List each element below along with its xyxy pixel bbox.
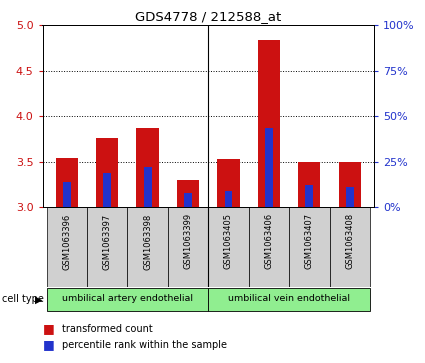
Text: ■: ■ [42, 322, 54, 335]
Text: ▶: ▶ [35, 294, 42, 305]
Text: GSM1063398: GSM1063398 [143, 213, 152, 270]
Bar [346, 187, 354, 207]
Bar [289, 207, 329, 287]
Bar [144, 167, 151, 207]
Bar [208, 288, 370, 311]
Text: transformed count: transformed count [62, 323, 153, 334]
Bar [96, 138, 118, 207]
Bar [47, 288, 208, 311]
Bar [128, 207, 168, 287]
Text: GSM1063407: GSM1063407 [305, 213, 314, 269]
Bar [306, 185, 313, 207]
Bar [329, 207, 370, 287]
Text: umbilical vein endothelial: umbilical vein endothelial [228, 294, 350, 303]
Text: ■: ■ [42, 338, 54, 351]
Bar [47, 207, 87, 287]
Bar [168, 207, 208, 287]
Bar [217, 159, 240, 207]
Bar [184, 193, 192, 207]
Text: umbilical artery endothelial: umbilical artery endothelial [62, 294, 193, 303]
Bar [208, 207, 249, 287]
Text: GSM1063405: GSM1063405 [224, 213, 233, 269]
Text: GSM1063399: GSM1063399 [184, 213, 193, 269]
Bar [63, 182, 71, 207]
Bar [177, 180, 199, 207]
Bar [103, 173, 111, 207]
Text: GSM1063408: GSM1063408 [345, 213, 354, 269]
Bar [56, 158, 78, 207]
Text: GSM1063406: GSM1063406 [264, 213, 273, 269]
Text: cell type: cell type [2, 294, 44, 305]
Bar [224, 191, 232, 207]
Bar [249, 207, 289, 287]
Bar [339, 162, 361, 207]
Bar [265, 128, 273, 207]
Title: GDS4778 / 212588_at: GDS4778 / 212588_at [135, 10, 281, 23]
Text: GSM1063396: GSM1063396 [62, 213, 71, 270]
Text: percentile rank within the sample: percentile rank within the sample [62, 340, 227, 350]
Text: GSM1063397: GSM1063397 [103, 213, 112, 270]
Bar [136, 128, 159, 207]
Bar [258, 40, 280, 207]
Bar [87, 207, 128, 287]
Bar [298, 162, 320, 207]
